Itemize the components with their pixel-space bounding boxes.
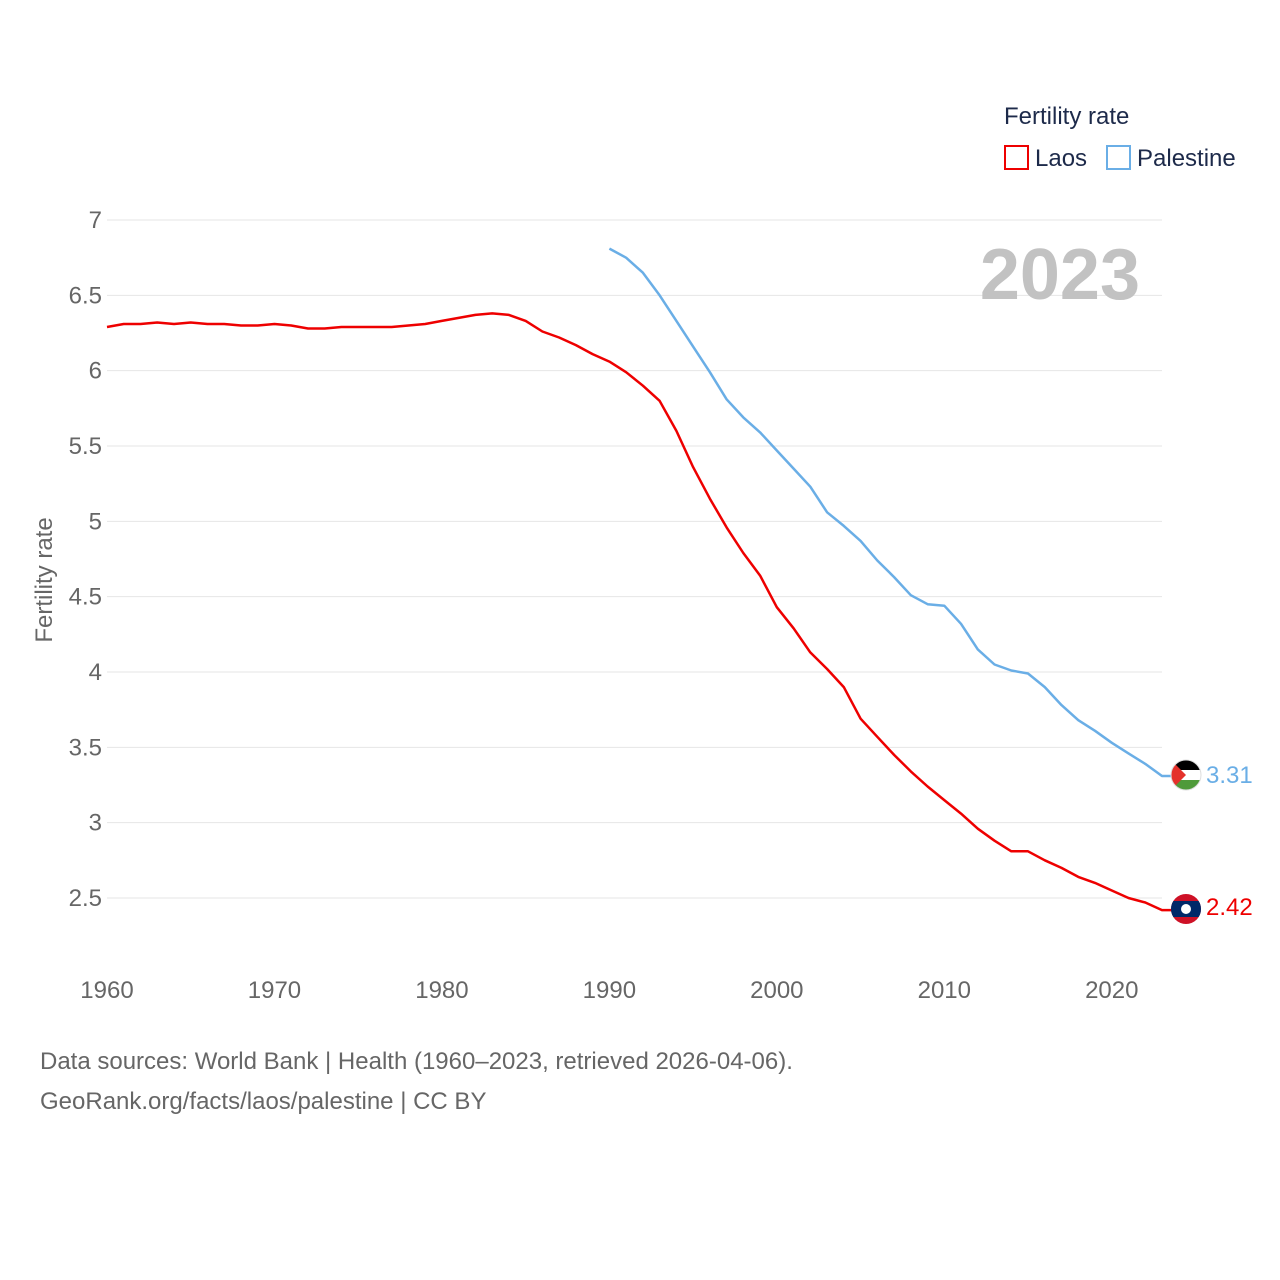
x-tick-label: 2000 (750, 977, 803, 1004)
footer-credit[interactable]: GeoRank.org/facts/laos/palestine | CC BY (40, 1088, 487, 1115)
y-tick-label: 6.5 (69, 282, 102, 309)
x-tick-label: 1980 (415, 977, 468, 1004)
series-line-laos[interactable] (106, 312, 1176, 912)
y-axis: 2.5 3 3.5 4 4.5 5 5.5 6 6.5 7 (69, 207, 102, 912)
laos-end-value: 2.42 (1206, 894, 1253, 921)
legend-swatch-palestine (1106, 145, 1131, 170)
y-axis-title: Fertility rate (31, 517, 58, 642)
y-tick-label: 5 (89, 508, 102, 535)
x-tick-label: 1960 (80, 977, 133, 1004)
y-tick-label: 3 (89, 810, 102, 837)
y-tick-label: 6 (89, 358, 102, 385)
y-tick-label: 7 (89, 207, 102, 234)
x-axis: 1960 1970 1980 1990 2000 2010 2020 (80, 977, 1138, 1004)
y-tick-label: 4 (89, 659, 102, 686)
palestine-end-value: 3.31 (1206, 762, 1253, 789)
grid-lines (107, 219, 1162, 899)
legend-item-palestine[interactable]: Palestine (1106, 145, 1236, 172)
y-tick-label: 5.5 (69, 433, 102, 460)
year-label: 2023 (980, 235, 1140, 315)
legend-swatch-laos (1004, 145, 1029, 170)
series-line-palestine[interactable] (608, 247, 1176, 778)
footer: Data sources: World Bank | Health (1960–… (40, 1042, 793, 1122)
x-tick-label: 1990 (583, 977, 636, 1004)
y-tick-label: 2.5 (69, 885, 102, 912)
x-tick-label: 2020 (1085, 977, 1138, 1004)
series-lines (106, 247, 1176, 912)
palestine-flag-icon (1171, 760, 1201, 790)
legend-label-laos: Laos (1035, 145, 1087, 172)
fertility-chart: 2.5 3 3.5 4 4.5 5 5.5 6 6.5 7 1960 1970 1980 1990 200… (31, 103, 1253, 1004)
legend-title: Fertility rate (1004, 103, 1129, 130)
x-tick-label: 1970 (248, 977, 301, 1004)
legend-label-palestine: Palestine (1137, 145, 1236, 172)
y-tick-label: 3.5 (69, 734, 102, 761)
x-tick-label: 2010 (918, 977, 971, 1004)
legend: Fertility rate Laos Palestine (1004, 103, 1236, 172)
laos-flag-icon (1171, 894, 1201, 924)
legend-item-laos[interactable]: Laos (1004, 145, 1087, 172)
footer-sources: Data sources: World Bank | Health (1960–… (40, 1048, 793, 1075)
y-tick-label: 4.5 (69, 584, 102, 611)
